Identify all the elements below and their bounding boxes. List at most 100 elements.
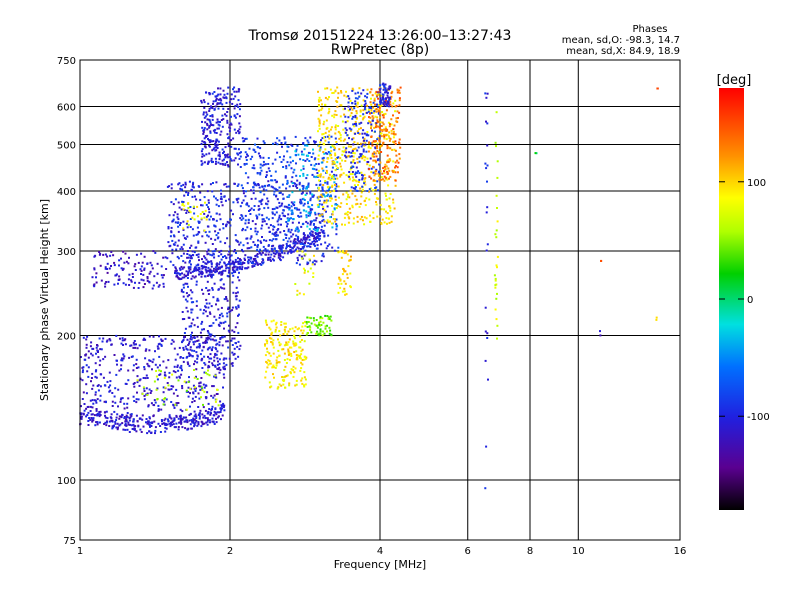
data-point: [283, 137, 286, 140]
data-point: [213, 146, 216, 149]
data-point: [121, 422, 124, 425]
data-point: [98, 364, 101, 367]
data-point: [164, 386, 167, 389]
data-point: [278, 341, 281, 344]
data-point: [153, 404, 156, 407]
data-point: [361, 118, 364, 121]
data-point: [195, 300, 198, 303]
data-point: [279, 231, 282, 234]
data-point: [214, 374, 217, 377]
data-point: [255, 214, 258, 217]
data-point: [242, 190, 245, 192]
data-point: [485, 120, 487, 123]
data-point: [113, 354, 116, 356]
data-point: [82, 366, 85, 369]
data-point: [288, 382, 291, 385]
data-point: [233, 159, 236, 162]
data-point: [156, 262, 159, 265]
data-point: [220, 418, 222, 421]
data-point: [314, 229, 317, 232]
data-point: [231, 306, 234, 309]
data-point: [236, 322, 239, 325]
data-point: [319, 141, 322, 144]
data-point: [181, 426, 184, 429]
data-point: [189, 218, 192, 220]
data-point: [291, 327, 294, 330]
data-point: [376, 147, 379, 150]
data-point: [97, 351, 99, 353]
data-point: [362, 109, 365, 112]
data-point: [264, 248, 267, 250]
data-point: [326, 171, 328, 174]
data-point: [151, 287, 154, 290]
data-point: [190, 335, 192, 338]
data-point: [487, 378, 489, 381]
data-point: [302, 185, 305, 188]
data-point: [174, 371, 177, 374]
data-point: [281, 212, 284, 215]
data-point: [307, 141, 310, 144]
data-point: [319, 320, 322, 323]
data-point: [235, 239, 238, 242]
data-point: [376, 189, 379, 192]
data-point: [353, 148, 356, 151]
data-point: [379, 121, 382, 124]
data-point: [200, 150, 203, 153]
data-point: [255, 254, 258, 257]
data-point: [329, 146, 332, 149]
data-point: [337, 251, 340, 254]
data-point: [329, 220, 331, 223]
data-point: [295, 227, 298, 230]
data-point: [214, 238, 217, 241]
data-point: [218, 151, 221, 154]
data-point: [298, 346, 301, 349]
x-axis-label: Frequency [MHz]: [334, 558, 426, 571]
data-point: [369, 147, 372, 150]
data-point: [237, 257, 239, 260]
data-point: [166, 185, 169, 188]
data-point: [181, 267, 184, 270]
data-point: [335, 141, 338, 143]
data-point: [398, 141, 400, 144]
data-point: [190, 263, 192, 266]
data-point: [197, 185, 200, 188]
data-point: [285, 234, 288, 237]
data-point: [378, 163, 381, 166]
data-point: [236, 152, 239, 155]
data-point: [202, 260, 205, 263]
data-point: [292, 202, 295, 205]
data-point: [171, 373, 174, 376]
data-point: [327, 112, 330, 115]
data-point: [270, 253, 273, 256]
data-point: [211, 107, 214, 110]
data-point: [300, 192, 303, 195]
data-point: [331, 213, 334, 216]
data-point: [276, 361, 279, 364]
data-point: [178, 375, 181, 378]
data-point: [159, 431, 162, 433]
data-point: [349, 168, 352, 171]
data-point: [212, 420, 215, 423]
data-point: [324, 325, 327, 328]
data-point: [283, 328, 286, 331]
data-point: [281, 202, 284, 205]
data-point: [176, 274, 179, 277]
data-point: [296, 328, 299, 331]
data-point: [368, 141, 370, 144]
data-point: [379, 84, 382, 87]
data-point: [316, 228, 319, 231]
data-point: [122, 250, 125, 253]
data-point: [288, 194, 291, 197]
data-point: [202, 341, 205, 344]
data-point: [534, 152, 537, 155]
data-point: [254, 255, 257, 257]
data-point: [204, 142, 207, 145]
data-point: [139, 268, 142, 271]
data-point: [284, 326, 287, 329]
data-point: [398, 91, 401, 94]
data-point: [300, 241, 303, 244]
data-point: [355, 166, 358, 169]
data-point: [156, 398, 159, 400]
data-point: [303, 199, 306, 201]
data-point: [144, 357, 147, 360]
